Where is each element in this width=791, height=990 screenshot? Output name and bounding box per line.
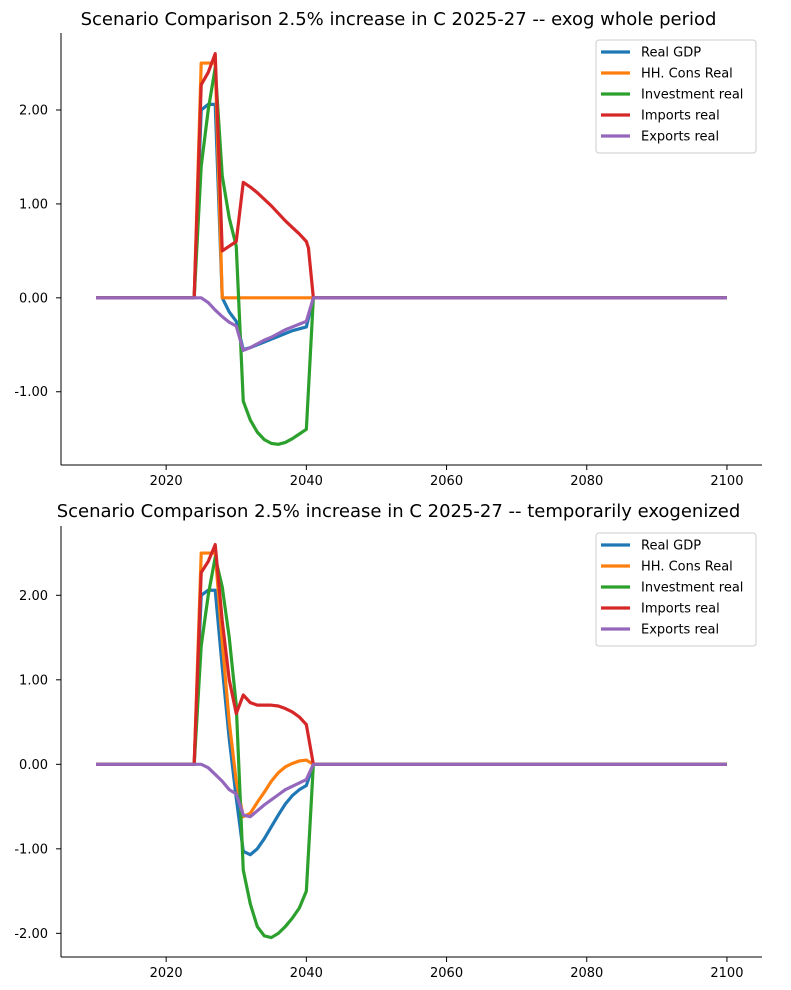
series-line-investment-real xyxy=(96,555,727,940)
legend-frame xyxy=(595,39,757,154)
legend: Real GDP HH. Cons Real Investment real Impo… xyxy=(595,532,757,647)
y-tick-label: 0.00 xyxy=(19,758,48,773)
series-line-imports-real xyxy=(96,52,727,300)
series-line-exports-real xyxy=(96,296,727,353)
chart-panel-2: Scenario Comparison 2.5% increase in C 2… xyxy=(14,501,762,981)
x-tick-label: 2100 xyxy=(710,966,743,981)
legend-label: Investment real xyxy=(641,581,743,596)
series-line-imports-real xyxy=(96,542,727,766)
x-tick-label: 2100 xyxy=(710,474,743,489)
x-tick-label: 2040 xyxy=(290,474,323,489)
legend: Real GDP HH. Cons Real Investment real Impo… xyxy=(595,39,757,154)
legend-frame xyxy=(595,532,757,647)
series-group xyxy=(96,542,727,940)
y-tick-label: -1.00 xyxy=(14,842,48,857)
y-tick-label: 2.00 xyxy=(19,104,48,119)
chart-title: Scenario Comparison 2.5% increase in C 2… xyxy=(81,9,717,30)
y-tick-label: -1.00 xyxy=(14,385,48,400)
y-tick-label: -2.00 xyxy=(14,927,48,942)
legend-label: Exports real xyxy=(641,130,719,145)
chart-panel-1: Scenario Comparison 2.5% increase in C 2… xyxy=(14,9,762,489)
legend-label: Real GDP xyxy=(641,539,701,554)
y-tick-label: 1.00 xyxy=(19,673,48,688)
x-tick-label: 2080 xyxy=(570,474,603,489)
series-group xyxy=(96,52,727,446)
x-tick-label: 2080 xyxy=(570,966,603,981)
y-tick-label: 2.00 xyxy=(19,589,48,604)
x-tick-label: 2020 xyxy=(150,474,183,489)
series-line-investment-real xyxy=(96,66,727,446)
x-tick-label: 2060 xyxy=(430,474,463,489)
x-tick-label: 2060 xyxy=(430,966,463,981)
y-tick-label: 0.00 xyxy=(19,291,48,306)
x-tick-label: 2020 xyxy=(150,966,183,981)
y-tick-label: 1.00 xyxy=(19,197,48,212)
legend-label: Real GDP xyxy=(641,46,701,61)
chart-title: Scenario Comparison 2.5% increase in C 2… xyxy=(57,501,741,522)
series-line-exports-real xyxy=(96,762,727,819)
x-tick-label: 2040 xyxy=(290,966,323,981)
legend-label: HH. Cons Real xyxy=(641,560,733,575)
legend-label: Imports real xyxy=(641,602,720,617)
series-line-hh-cons-real xyxy=(96,551,727,819)
legend-label: HH. Cons Real xyxy=(641,67,733,82)
legend-label: Exports real xyxy=(641,623,719,638)
legend-label: Investment real xyxy=(641,88,743,103)
legend-label: Imports real xyxy=(641,109,720,124)
